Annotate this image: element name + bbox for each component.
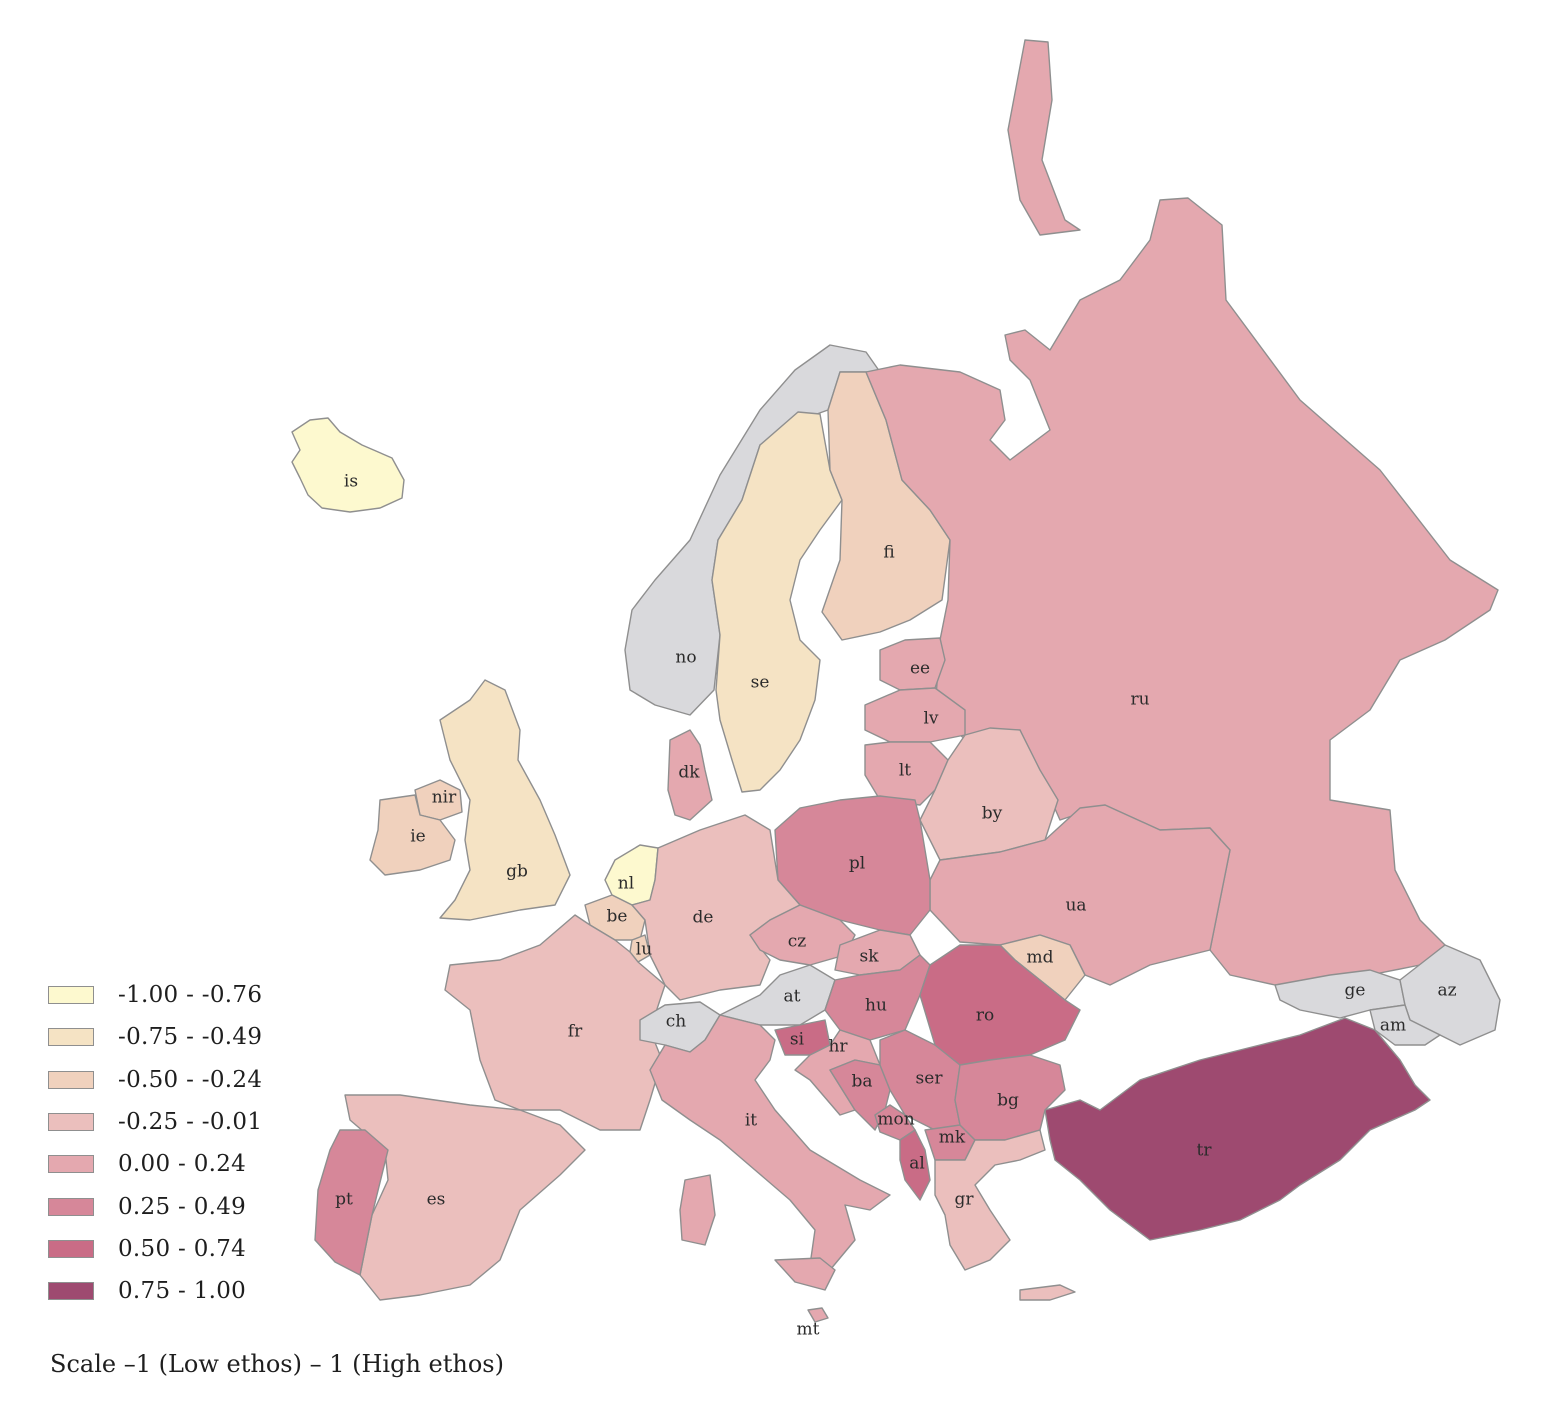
legend-item: 0.00 - 0.24 [48,1143,368,1185]
label-sk: sk [859,947,879,967]
legend-item: -0.25 - -0.01 [48,1101,368,1143]
label-mon: mon [877,1110,914,1130]
legend-item: 0.75 - 1.00 [48,1270,368,1312]
country-by [919,727,1059,861]
label-es: es [427,1190,446,1210]
legend-label: -0.50 - -0.24 [118,1066,263,1093]
label-dk: dk [678,763,700,783]
label-pl: pl [849,854,865,874]
label-ua: ua [1065,896,1086,916]
legend-label: -0.25 - -0.01 [118,1109,263,1136]
label-is: is [344,472,358,492]
label-md: md [1026,948,1053,968]
label-by: by [982,804,1003,824]
country-ba [829,1059,891,1131]
label-mk: mk [939,1128,966,1148]
label-ba: ba [851,1072,872,1092]
legend-label: -1.00 - -0.76 [118,982,263,1009]
label-az: az [1437,981,1456,1001]
country-lu [629,934,651,963]
legend-swatch [48,1155,94,1174]
label-am: am [1380,1016,1406,1036]
label-cz: cz [788,932,807,952]
label-ro: ro [976,1006,994,1026]
country-se [711,411,843,793]
country-is [291,417,405,513]
legend-swatch [48,1197,94,1216]
label-fr: fr [568,1022,583,1042]
country-gr-crete [1019,1284,1076,1301]
label-gb: gb [506,862,528,882]
legend-item: -0.75 - -0.49 [48,1016,368,1058]
scale-caption: Scale –1 (Low ethos) – 1 (High ethos) [50,1350,504,1378]
legend-swatch [48,1239,94,1258]
legend-item: 0.50 - 0.74 [48,1228,368,1270]
label-hu: hu [865,996,887,1016]
country-es [344,1094,586,1301]
legend-swatch [48,1282,94,1301]
legend-swatch [48,986,94,1005]
label-lv: lv [923,709,938,729]
legend-item: -0.50 - -0.24 [48,1059,368,1101]
legend-label: 0.00 - 0.24 [118,1151,247,1178]
country-gr [934,1129,1046,1271]
label-gr: gr [954,1190,974,1210]
label-lu: lu [636,940,652,960]
country-mt [807,1307,829,1323]
country-ua [929,804,1231,986]
label-pt: pt [335,1190,353,1210]
country-fr [444,914,666,1131]
legend-label: 0.25 - 0.49 [118,1193,247,1220]
label-de: de [693,908,714,928]
label-it: it [745,1111,757,1131]
label-si: si [790,1030,805,1050]
legend-swatch [48,1113,94,1132]
label-ch: ch [666,1012,687,1032]
legend-label: 0.75 - 1.00 [118,1278,247,1305]
country-it-sicily [774,1257,836,1291]
label-bg: bg [997,1091,1019,1111]
label-lt: lt [899,761,911,781]
label-ge: ge [1345,981,1366,1001]
legend-item: 0.25 - 0.49 [48,1185,368,1227]
label-nl: nl [618,874,634,894]
country-am [1369,1004,1441,1046]
label-al: al [909,1154,925,1174]
label-ru: ru [1130,690,1149,710]
label-hr: hr [828,1037,848,1057]
country-ee [879,637,946,691]
country-ie [369,794,456,876]
label-no: no [675,648,696,668]
label-nir: nir [432,788,457,808]
map-legend: -1.00 - -0.76 -0.75 - -0.49 -0.50 - -0.2… [48,974,368,1312]
country-tr [1044,1017,1431,1241]
label-ser: ser [916,1069,944,1089]
label-tr: tr [1197,1141,1213,1161]
country-bg [954,1054,1066,1141]
label-se: se [751,673,770,693]
country-al [899,1129,931,1201]
country-gb [439,679,571,921]
country-ro [919,944,1081,1066]
label-be: be [607,907,628,927]
label-at: at [784,987,801,1007]
legend-label: 0.50 - 0.74 [118,1235,247,1262]
label-ie: ie [410,827,426,847]
legend-item: -1.00 - -0.76 [48,974,368,1016]
label-fi: fi [883,543,894,563]
country-it-sardinia [679,1174,716,1246]
legend-swatch [48,1070,94,1089]
country-it [649,1014,891,1271]
label-mt: mt [797,1320,820,1340]
country-de [631,814,801,1001]
country-pt [314,1129,389,1276]
country-dk [667,729,713,821]
legend-swatch [48,1028,94,1047]
legend-label: -0.75 - -0.49 [118,1024,263,1051]
label-ee: ee [910,659,930,679]
